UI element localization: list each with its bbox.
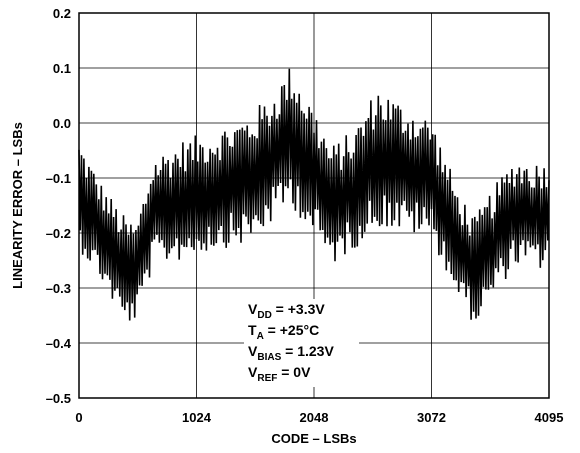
y-tick-label: –0.1 [46,171,71,186]
y-tick-label: –0.3 [46,281,71,296]
x-tick-label: 3072 [417,410,446,425]
condition-line: VBIAS = 1.23V [248,343,334,363]
y-tick-labels: 0.2 0.1 0.0 –0.1 –0.2 –0.3 –0.4 –0.5 [46,6,72,406]
y-tick-label: 0.0 [53,116,71,131]
linearity-error-trace [78,68,550,321]
y-tick-label: –0.2 [46,226,71,241]
conditions-box [244,299,359,387]
x-tick-label: 4095 [535,410,564,425]
y-tick-label: –0.5 [46,391,71,406]
y-tick-label: 0.2 [53,6,71,21]
condition-line: VDD = +3.3V [248,301,325,321]
x-axis-label: CODE – LSBs [271,431,356,446]
x-tick-label: 2048 [300,410,329,425]
condition-line: VREF = 0V [248,364,311,384]
plot-frame [78,12,550,399]
condition-line: TA = +25°C [248,322,319,342]
y-axis-label: LINEARITY ERROR – LSBs [10,122,25,289]
y-tick-label: 0.1 [53,61,71,76]
x-tick-label: 0 [75,410,82,425]
x-tick-labels: 0 1024 2048 3072 4095 [75,410,563,425]
x-tick-label: 1024 [182,410,212,425]
y-tick-label: –0.4 [46,336,72,351]
